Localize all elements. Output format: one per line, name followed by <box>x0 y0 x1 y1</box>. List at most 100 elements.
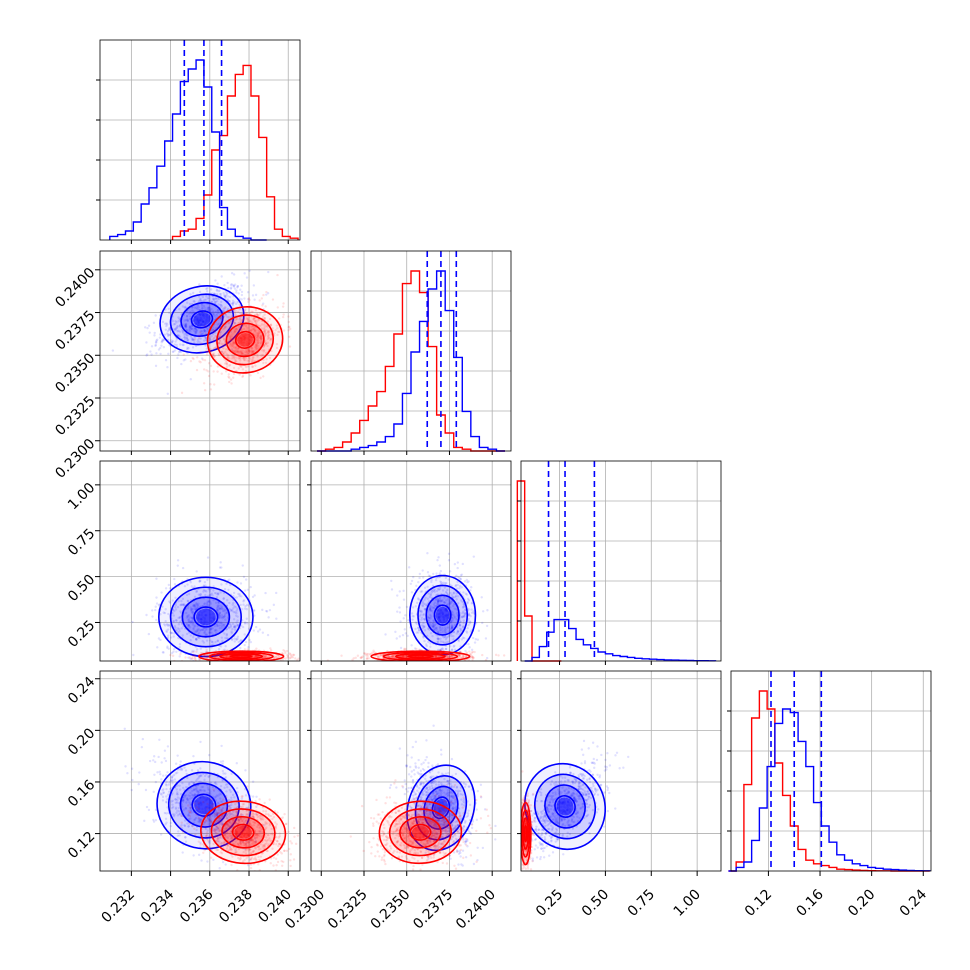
sample-point <box>265 655 268 658</box>
sample-point <box>259 339 263 342</box>
sample-point <box>207 840 211 844</box>
sample-point <box>198 340 201 344</box>
sample-point <box>204 827 207 831</box>
sample-point <box>466 597 470 601</box>
sample-point <box>223 284 226 287</box>
sample-point <box>436 587 440 591</box>
sample-point <box>204 593 207 597</box>
sample-point <box>228 363 232 367</box>
sample-point <box>231 301 234 305</box>
sample-point <box>477 629 481 633</box>
sample-point <box>447 599 451 602</box>
sample-point <box>226 823 230 826</box>
sample-point <box>188 620 191 623</box>
sample-point <box>232 341 235 344</box>
sample-point <box>246 326 249 330</box>
panel-frame <box>99 39 301 241</box>
sample-point <box>221 760 225 763</box>
sample-point <box>461 615 464 618</box>
sample-point <box>190 610 193 613</box>
sample-point <box>181 343 184 347</box>
sample-point <box>377 656 380 659</box>
sample-point <box>261 349 264 352</box>
sample-point <box>176 631 180 634</box>
sample-point <box>235 621 238 624</box>
sample-point <box>191 655 195 658</box>
sample-point <box>205 627 208 630</box>
sample-point <box>449 621 453 624</box>
sample-point <box>471 650 474 654</box>
sample-point <box>256 333 259 337</box>
sample-point <box>221 806 225 810</box>
sample-point <box>390 579 393 583</box>
sample-point <box>143 819 146 823</box>
sample-point <box>197 605 200 608</box>
sample-point <box>438 626 442 630</box>
sample-point <box>399 620 402 623</box>
sample-point <box>169 626 172 629</box>
sample-point <box>227 805 231 808</box>
sample-point <box>203 603 206 606</box>
sample-point <box>195 788 198 792</box>
sample-point <box>239 312 242 315</box>
contour-red <box>206 306 284 374</box>
sample-point <box>229 283 233 287</box>
sample-point <box>449 606 452 609</box>
sample-point <box>236 635 240 638</box>
sample-point <box>185 314 189 318</box>
sample-point <box>193 624 196 627</box>
sample-point <box>146 353 149 356</box>
sample-point <box>230 631 233 635</box>
sample-point <box>442 662 444 664</box>
sample-point <box>222 623 225 627</box>
sample-point <box>252 356 255 359</box>
sample-point <box>252 327 255 330</box>
sample-point <box>235 611 238 615</box>
sample-point <box>165 332 169 335</box>
sample-point <box>418 576 421 580</box>
sample-point <box>428 608 432 611</box>
sample-point <box>191 620 194 624</box>
sample-point <box>259 341 262 344</box>
sample-point <box>196 304 199 307</box>
sample-point <box>446 655 450 659</box>
sample-point <box>214 311 217 314</box>
sample-point <box>218 615 222 618</box>
sample-point <box>227 299 231 303</box>
sample-point <box>253 655 257 658</box>
sample-point <box>238 321 241 324</box>
sample-point <box>229 821 232 825</box>
sample-point <box>171 813 175 816</box>
sample-point <box>439 631 442 635</box>
sample-point <box>187 329 190 332</box>
sample-point <box>236 624 239 627</box>
sample-point <box>219 760 223 763</box>
sample-point <box>425 643 428 646</box>
sample-point <box>196 624 199 628</box>
sample-point <box>193 657 196 660</box>
sample-point <box>167 352 170 356</box>
sample-point <box>233 321 237 325</box>
sample-point <box>215 813 218 816</box>
sample-point <box>225 628 228 631</box>
sample-point <box>209 601 212 604</box>
sample-point <box>466 581 469 584</box>
sample-point <box>126 772 129 775</box>
sample-point <box>196 790 200 794</box>
sample-point <box>217 353 221 357</box>
sample-point <box>164 817 168 821</box>
sample-point <box>169 601 172 604</box>
sample-point <box>200 303 204 306</box>
sample-point <box>178 788 182 791</box>
sample-point <box>266 329 270 333</box>
sample-point <box>469 589 472 592</box>
sample-point <box>206 306 209 310</box>
sample-point <box>172 323 176 326</box>
sample-point <box>208 336 212 340</box>
sample-point <box>162 791 165 795</box>
sample-point <box>455 574 458 578</box>
sample-point <box>190 312 194 315</box>
sample-point <box>444 638 448 641</box>
sample-point <box>269 323 273 326</box>
sample-point <box>220 624 224 628</box>
